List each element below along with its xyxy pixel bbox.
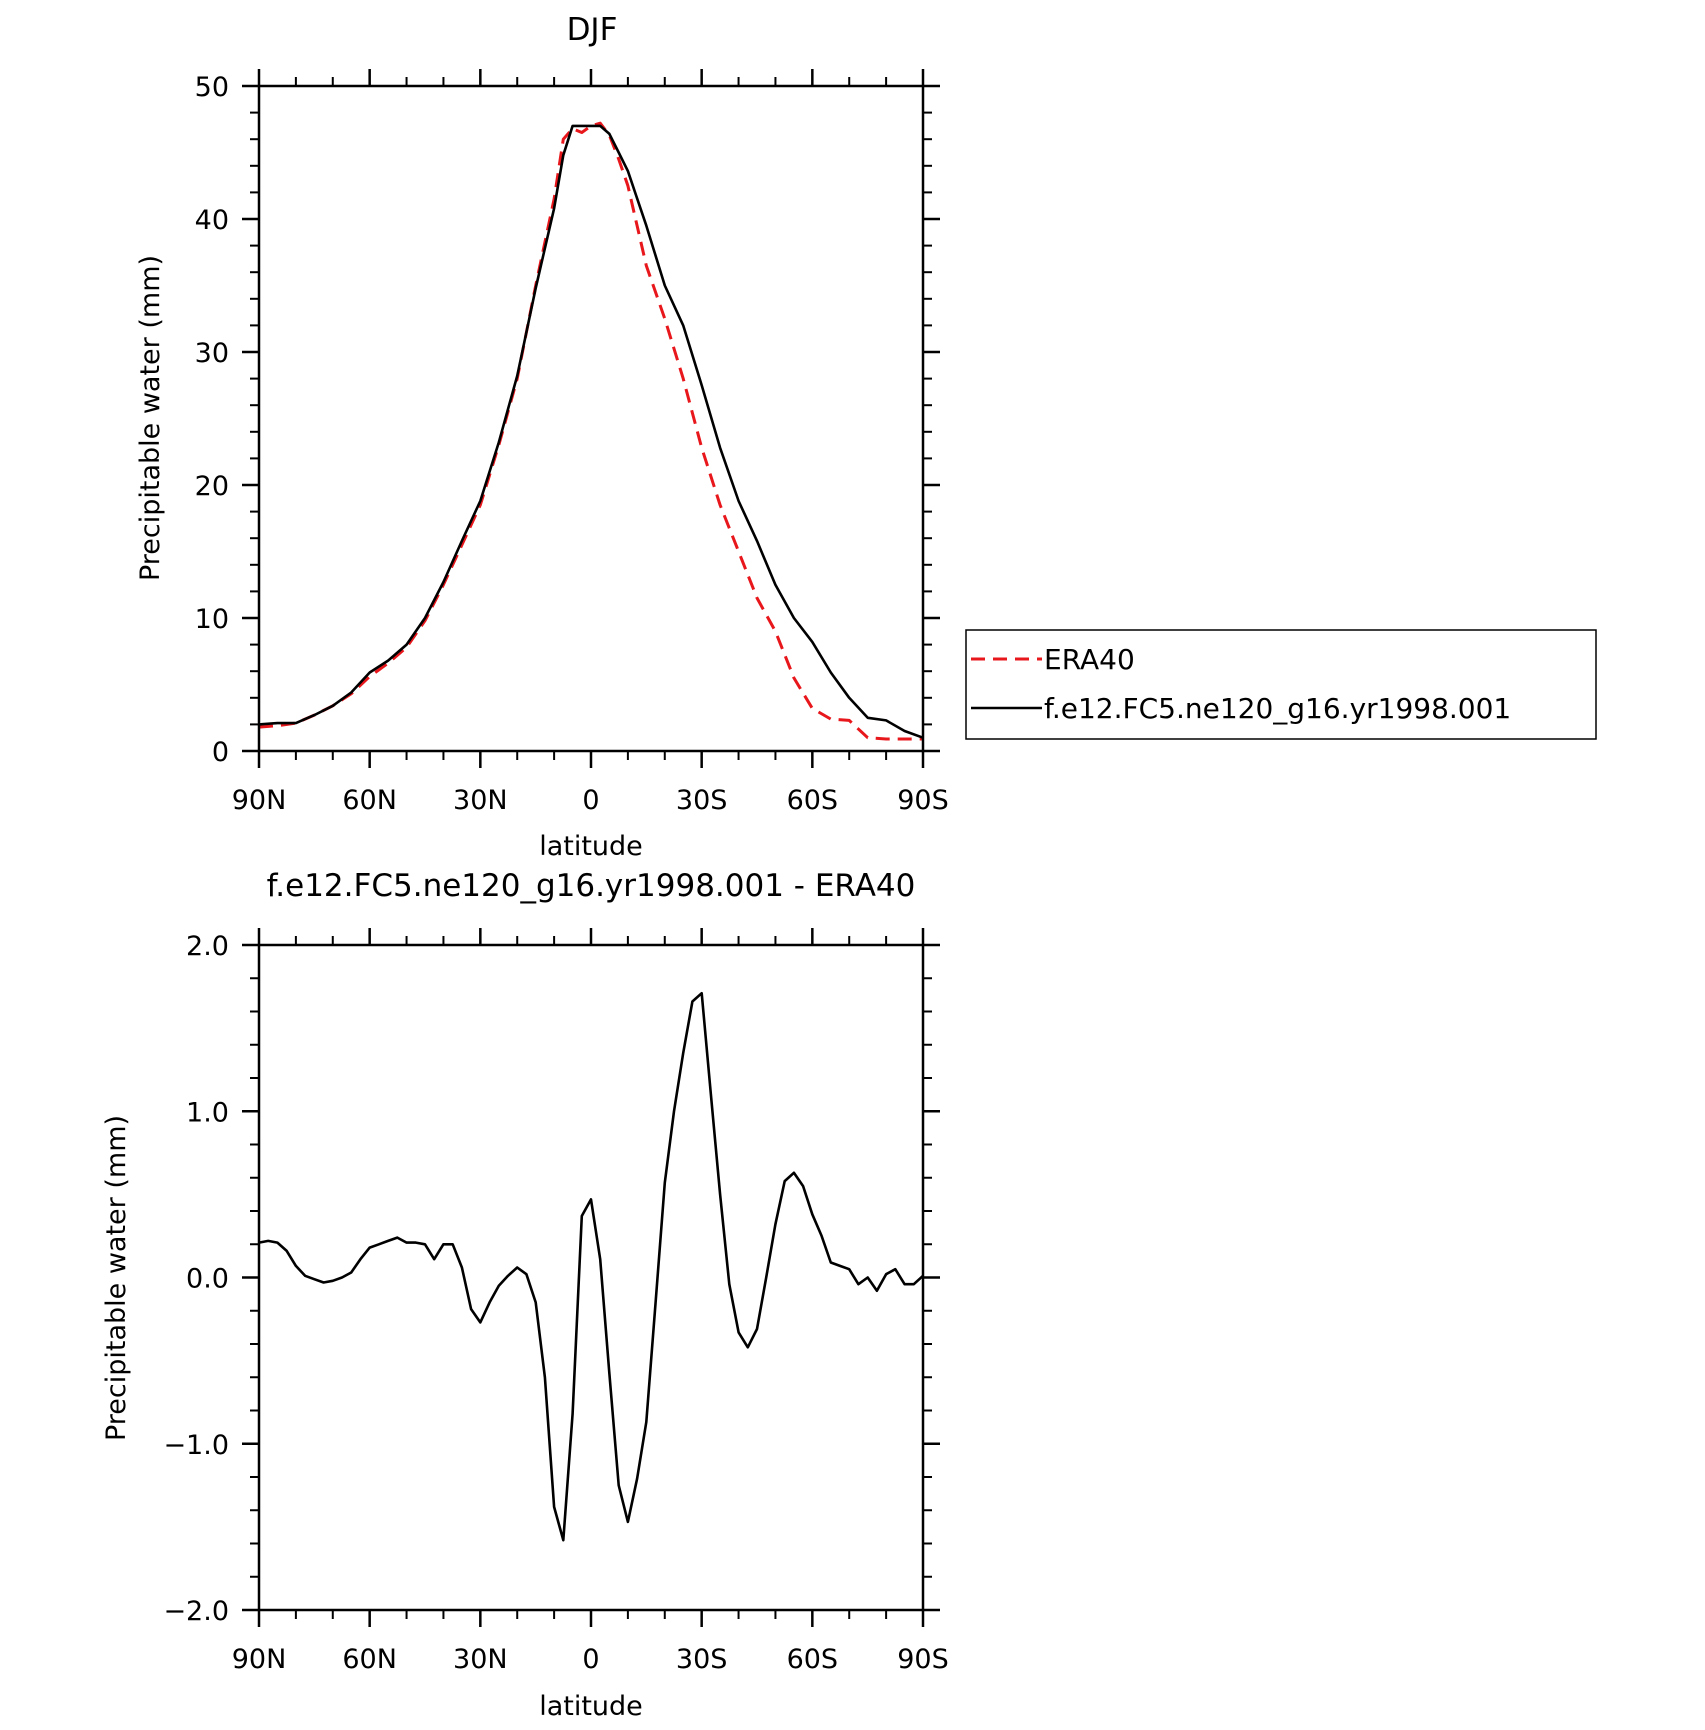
top-x-tick-label: 60S [787, 785, 839, 816]
bottom-x-tick-label: 30S [676, 1644, 728, 1675]
bottom-panel: f.e12.FC5.ne120_g16.yr1998.001 - ERA40 9… [101, 868, 949, 1722]
top-y-tick-label: 0 [212, 737, 229, 768]
bottom-series [258, 991, 924, 1542]
bottom-plot-title: f.e12.FC5.ne120_g16.yr1998.001 - ERA40 [267, 868, 916, 904]
bottom-x-tick-label: 60S [787, 1644, 839, 1675]
legend: ERA40 f.e12.FC5.ne120_g16.yr1998.001 [965, 629, 1597, 740]
top-series-line-1 [258, 124, 924, 739]
top-plot-title: DJF [567, 12, 618, 48]
bottom-series-line-0 [258, 991, 924, 1542]
bottom-tick-labels: 90N 60N 30N 0 30S 60S 90S −2.0 −1.0 0.0 1.0 2.0 [163, 931, 948, 1675]
top-x-tick-label: 30N [453, 785, 508, 816]
top-x-axis-title: latitude [539, 831, 643, 862]
legend-label-era40: ERA40 [1044, 643, 1135, 676]
bottom-x-tick-label: 30N [453, 1644, 508, 1675]
top-x-tick-label: 90S [897, 785, 949, 816]
top-ticks [242, 69, 940, 768]
top-y-axis-title: Precipitable water (mm) [135, 255, 166, 581]
bottom-y-axis-title: Precipitable water (mm) [101, 1115, 132, 1441]
bottom-y-tick-label: 0.0 [186, 1264, 229, 1295]
bottom-x-tick-label: 0 [582, 1644, 599, 1675]
bottom-y-tick-label: 2.0 [186, 931, 229, 962]
top-y-tick-label: 40 [195, 205, 229, 236]
top-y-tick-label: 30 [195, 338, 229, 369]
bottom-x-tick-label: 90S [897, 1644, 949, 1675]
top-x-tick-label: 60N [342, 785, 397, 816]
top-panel: DJF 90N 60N 30N 0 30S 60S 90S 0 10 20 30 40 50 latit… [135, 12, 1597, 862]
bottom-y-tick-label: −2.0 [163, 1596, 229, 1627]
top-y-tick-label: 50 [195, 72, 229, 103]
top-x-tick-label: 30S [676, 785, 728, 816]
bottom-x-tick-label: 90N [232, 1644, 287, 1675]
legend-box [965, 629, 1597, 740]
bottom-x-tick-label: 60N [342, 1644, 397, 1675]
bottom-y-tick-label: −1.0 [163, 1430, 229, 1461]
top-y-tick-label: 10 [195, 604, 229, 635]
top-plot-frame [257, 84, 925, 753]
bottom-ticks [242, 928, 940, 1627]
bottom-y-tick-label: 1.0 [186, 1097, 229, 1128]
legend-label-model: f.e12.FC5.ne120_g16.yr1998.001 [1044, 692, 1511, 725]
top-y-tick-label: 20 [195, 471, 229, 502]
top-x-tick-label: 0 [582, 785, 599, 816]
bottom-plot-frame [257, 943, 925, 1612]
top-series-line-0 [258, 121, 923, 741]
top-tick-labels: 90N 60N 30N 0 30S 60S 90S 0 10 20 30 40 50 [195, 72, 949, 816]
top-x-tick-label: 90N [232, 785, 287, 816]
top-series [258, 121, 924, 741]
bottom-x-axis-title: latitude [539, 1691, 643, 1722]
